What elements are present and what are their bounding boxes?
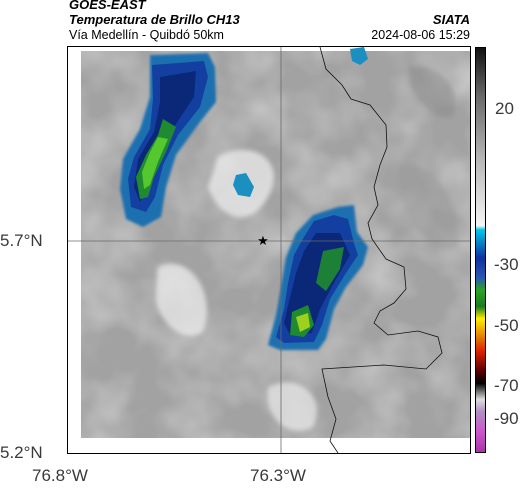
region-label: Vía Medellín - Quibdó 50km: [69, 28, 224, 42]
satellite-source: GOES-EAST: [69, 0, 146, 12]
convective-cell-northwest: [120, 53, 216, 227]
organization-label: SIATA: [432, 12, 470, 27]
colorbar-tick-label: -90: [494, 409, 519, 428]
map-canvas: ★: [68, 46, 470, 454]
satellite-field: [81, 51, 470, 438]
lon-tick-label: 76.8°W: [32, 466, 88, 485]
convective-cell-small: [233, 173, 254, 197]
boundary-line: [319, 46, 443, 454]
colorbar-tick-label: -50: [494, 316, 519, 335]
convective-cell-edge: [350, 47, 368, 65]
colorbar-tick-label: 20: [495, 99, 514, 118]
colorbar: [475, 47, 486, 453]
colorbar-tick-label: -30: [494, 255, 519, 274]
lon-tick-label: 76.3°W: [250, 466, 306, 485]
brightness-temperature-map: ★: [68, 46, 470, 454]
lat-tick-label: 5.2°N: [0, 443, 43, 462]
station-star-icon: ★: [257, 234, 269, 249]
colorbar-tick-label: -70: [494, 376, 519, 395]
lat-tick-label: 5.7°N: [0, 231, 43, 250]
product-title: Temperatura de Brillo CH13: [69, 12, 240, 27]
timestamp-label: 2024-08-06 15:29: [371, 28, 470, 42]
